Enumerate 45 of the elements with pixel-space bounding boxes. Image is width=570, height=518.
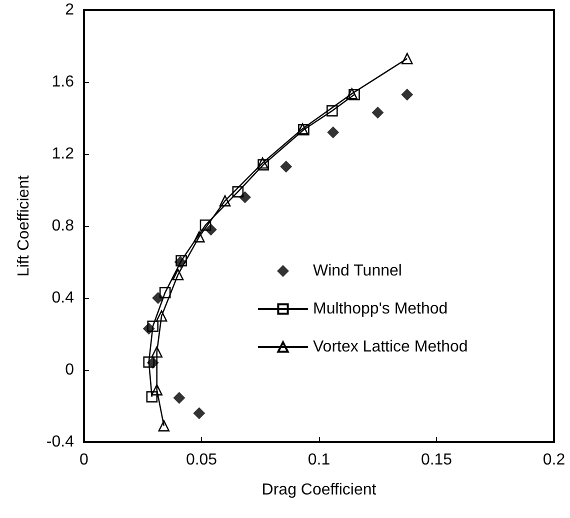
point xyxy=(146,356,159,369)
legend-label: Wind Tunnel xyxy=(313,262,402,280)
point xyxy=(372,106,384,119)
point xyxy=(194,231,205,242)
legend-label: Vortex Lattice Method xyxy=(313,338,468,356)
point xyxy=(143,356,155,368)
legend-label: Multhopp's Method xyxy=(313,300,448,318)
point xyxy=(326,105,338,116)
x-tick-label: 0.1 xyxy=(308,452,330,468)
point xyxy=(204,224,217,236)
y-tick-label: 0 xyxy=(65,362,74,378)
point xyxy=(200,219,212,231)
point xyxy=(348,88,360,100)
point xyxy=(346,88,358,100)
point xyxy=(159,286,171,298)
point xyxy=(401,52,413,64)
point xyxy=(219,195,231,206)
y-axis-title: Lift Coefficient xyxy=(16,174,32,277)
point xyxy=(193,407,206,420)
y-tick-label: 1.2 xyxy=(52,146,74,162)
point xyxy=(172,268,184,280)
point xyxy=(327,126,340,138)
x-tick-label: 0.05 xyxy=(186,452,218,468)
x-axis-title: Drag Coefficient xyxy=(262,482,377,498)
point xyxy=(142,322,155,335)
point xyxy=(151,346,162,358)
point xyxy=(280,160,292,173)
point xyxy=(232,186,244,198)
point xyxy=(173,392,186,404)
point xyxy=(238,191,251,204)
y-tick-label: 2 xyxy=(65,2,74,18)
x-tick-label: 0.15 xyxy=(420,452,452,468)
x-tick-label: 0 xyxy=(80,452,89,468)
point xyxy=(151,384,162,396)
y-tick-label: 0.8 xyxy=(52,218,74,234)
y-tick-label: 0.4 xyxy=(52,290,74,306)
point xyxy=(147,320,159,332)
x-tick-label: 0.2 xyxy=(542,452,566,468)
point xyxy=(401,88,414,101)
y-tick-label: 1.6 xyxy=(52,74,74,90)
point xyxy=(146,391,158,402)
point xyxy=(158,420,170,432)
y-tick-label: -0.4 xyxy=(46,434,74,450)
point xyxy=(156,310,168,322)
point xyxy=(152,292,164,304)
